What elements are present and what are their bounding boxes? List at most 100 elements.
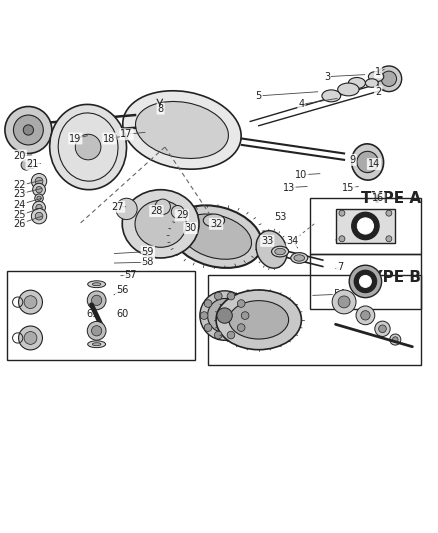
Circle shape: [171, 206, 184, 219]
Bar: [336, 209, 395, 243]
Ellipse shape: [135, 101, 229, 158]
Ellipse shape: [338, 83, 359, 96]
Text: 5: 5: [256, 91, 262, 101]
Text: 60: 60: [116, 309, 128, 319]
Text: 22: 22: [14, 181, 26, 190]
Text: 54: 54: [334, 289, 346, 299]
Text: 33: 33: [261, 236, 273, 246]
Text: TYPE B: TYPE B: [361, 270, 421, 285]
Circle shape: [200, 291, 249, 340]
Circle shape: [35, 212, 43, 220]
Circle shape: [386, 210, 392, 216]
Ellipse shape: [322, 90, 341, 102]
Circle shape: [357, 218, 374, 234]
Circle shape: [87, 321, 106, 340]
Circle shape: [33, 201, 46, 214]
Circle shape: [5, 107, 52, 154]
Circle shape: [392, 337, 398, 342]
Ellipse shape: [92, 282, 101, 286]
Text: 15: 15: [342, 183, 354, 192]
Ellipse shape: [229, 301, 289, 339]
Ellipse shape: [294, 255, 304, 261]
Circle shape: [204, 324, 212, 332]
Ellipse shape: [170, 205, 262, 268]
Circle shape: [332, 290, 356, 314]
Circle shape: [339, 210, 345, 216]
Circle shape: [354, 270, 377, 293]
Circle shape: [357, 151, 378, 173]
Circle shape: [390, 334, 401, 345]
Circle shape: [386, 236, 392, 242]
Text: 32: 32: [210, 219, 222, 229]
Ellipse shape: [135, 200, 186, 247]
Ellipse shape: [352, 144, 384, 180]
Circle shape: [33, 183, 46, 196]
Text: 30: 30: [184, 223, 197, 233]
Circle shape: [378, 325, 386, 333]
Text: 57: 57: [124, 270, 137, 280]
Text: 55: 55: [244, 292, 257, 301]
Text: 13: 13: [283, 183, 295, 192]
Text: 8: 8: [158, 103, 164, 114]
Text: 21: 21: [26, 159, 39, 169]
Circle shape: [116, 198, 137, 220]
Bar: [310, 254, 421, 309]
Circle shape: [215, 292, 222, 300]
Circle shape: [24, 332, 37, 344]
Text: 28: 28: [150, 206, 162, 216]
Text: TYPE A: TYPE A: [361, 191, 421, 206]
Circle shape: [237, 300, 245, 308]
Text: 53: 53: [274, 213, 286, 222]
Ellipse shape: [123, 91, 241, 169]
Circle shape: [241, 312, 249, 319]
Circle shape: [36, 187, 42, 193]
Circle shape: [35, 177, 43, 185]
Circle shape: [18, 326, 42, 350]
Text: 59: 59: [141, 247, 154, 256]
Text: 56: 56: [116, 285, 128, 295]
Text: 3: 3: [324, 71, 330, 82]
Ellipse shape: [216, 290, 301, 350]
Ellipse shape: [203, 214, 225, 227]
Circle shape: [37, 196, 41, 200]
Text: 1: 1: [375, 67, 381, 77]
Circle shape: [87, 291, 106, 310]
Text: 23: 23: [14, 189, 26, 199]
Text: 17: 17: [120, 129, 133, 139]
Circle shape: [215, 331, 222, 339]
Circle shape: [217, 308, 232, 323]
Circle shape: [23, 125, 33, 135]
Circle shape: [21, 160, 32, 170]
Bar: [7, 271, 195, 360]
Circle shape: [208, 298, 242, 333]
Circle shape: [360, 276, 371, 287]
Circle shape: [155, 199, 170, 214]
Circle shape: [75, 134, 101, 160]
Text: 29: 29: [176, 211, 188, 220]
Ellipse shape: [365, 79, 378, 87]
Circle shape: [375, 321, 390, 336]
Circle shape: [24, 296, 37, 309]
Circle shape: [237, 324, 245, 332]
Ellipse shape: [92, 343, 101, 346]
Text: 9: 9: [350, 155, 356, 165]
Circle shape: [338, 296, 350, 308]
Ellipse shape: [88, 281, 106, 288]
Circle shape: [339, 236, 345, 242]
Text: 24: 24: [14, 200, 26, 209]
Text: 10: 10: [295, 170, 307, 180]
Ellipse shape: [256, 231, 287, 268]
Text: 14: 14: [368, 159, 380, 169]
Text: 27: 27: [112, 202, 124, 212]
Bar: [310, 198, 421, 254]
Text: 4: 4: [298, 99, 304, 109]
Circle shape: [92, 326, 102, 336]
Text: 6: 6: [337, 232, 343, 241]
Circle shape: [352, 212, 379, 240]
Circle shape: [227, 292, 235, 300]
Text: 2: 2: [375, 86, 381, 96]
Text: 7: 7: [337, 262, 343, 271]
Text: 61: 61: [86, 309, 99, 319]
Text: 58: 58: [141, 257, 154, 267]
Ellipse shape: [272, 246, 289, 257]
